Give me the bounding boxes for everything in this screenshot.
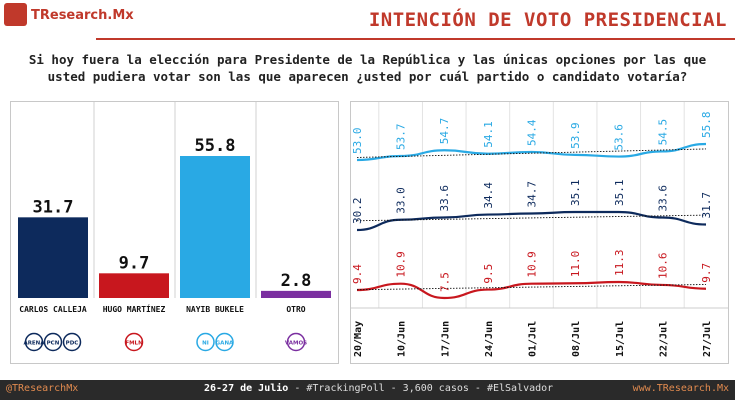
tracking-line-chart: 53.0 53.7 54.7 54.1 54.4 53.9 53.6 54.5 55.8 30.2… [351, 102, 728, 357]
data-label-martinez: 10.6 [656, 252, 669, 279]
trendline-bukele [356, 148, 707, 158]
bar-bukele [180, 156, 250, 298]
data-label-bukele: 54.1 [482, 121, 495, 148]
trendline-calleja [356, 214, 707, 222]
footer-details: - #TrackingPoll - 3,600 casos - #ElSalva… [288, 383, 554, 394]
brand-logo-icon [4, 3, 27, 26]
bar-category-label: HUGO MARTÍNEZ [103, 303, 166, 314]
data-label-bukele: 53.6 [613, 124, 626, 151]
footer-twitter: @TResearchMx [6, 383, 79, 394]
data-label-martinez: 7.5 [438, 272, 451, 292]
data-label-calleja: 33.6 [656, 185, 669, 212]
question-line-1: Si hoy fuera la elección para Presidente… [28, 52, 707, 67]
data-label-martinez: 11.3 [613, 250, 626, 277]
party-logo-label: PDC [66, 341, 79, 347]
data-label-bukele: 54.4 [526, 119, 539, 146]
party-logo-label: VAMOS [285, 341, 307, 347]
data-label-calleja: 35.1 [613, 180, 626, 207]
x-tick-label: 08/Jul [571, 321, 582, 357]
party-logo-icon [196, 332, 215, 352]
bar-category-label: CARLOS CALLEJA [19, 305, 87, 314]
footer-bar: @TResearchMx 26-27 de Julio - #TrackingP… [0, 380, 735, 400]
data-label-martinez: 11.0 [569, 251, 582, 278]
data-label-martinez: 10.9 [526, 251, 539, 278]
x-tick-label: 10/Jun [397, 321, 408, 357]
party-logo-label: PCN [47, 341, 60, 347]
data-label-bukele: 54.7 [438, 118, 451, 144]
data-label-calleja: 35.1 [569, 180, 582, 207]
data-label-calleja: 31.7 [700, 192, 713, 219]
bar-chart-panel: 31.7 CARLOS CALLEJA ARENA PCN PDC 9.7 HUGO MAR… [10, 101, 339, 364]
data-label-bukele: 53.7 [395, 124, 408, 151]
party-logo-icon [215, 332, 234, 352]
series-line-calleja [356, 210, 707, 232]
trendline-martinez [356, 284, 707, 291]
party-logo-icon [124, 332, 144, 352]
data-label-calleja: 33.0 [395, 187, 408, 214]
bar-otro [261, 290, 331, 298]
bar-category-label: OTRO [286, 305, 305, 314]
bar-value-label: 31.7 [33, 197, 74, 217]
bar-value-label: 9.7 [119, 253, 150, 273]
x-tick-label: 24/Jun [484, 321, 495, 357]
survey-question: Si hoy fuera la elección para Presidente… [10, 51, 725, 85]
x-tick-label: 22/Jul [658, 321, 669, 357]
bar-value-label: 55.8 [195, 136, 236, 156]
data-label-bukele: 53.9 [569, 122, 582, 149]
brand-name: TResearch.Mx [31, 8, 134, 23]
x-tick-label: 15/Jul [615, 321, 626, 357]
bar-chart: 31.7 CARLOS CALLEJA ARENA PCN PDC 9.7 HUGO MAR… [18, 102, 331, 352]
question-line-2: usted pudiera votar son las que aparecen… [47, 69, 688, 84]
data-label-martinez: 9.4 [351, 264, 364, 284]
data-label-calleja: 34.4 [482, 182, 495, 209]
data-label-bukele: 55.8 [700, 112, 713, 139]
party-logo-icon [43, 332, 63, 352]
party-logo-icon [24, 332, 44, 352]
tracking-chart-panel: 53.0 53.7 54.7 54.1 54.4 53.9 53.6 54.5 55.8 30.2… [350, 101, 729, 364]
page-title: INTENCIÓN DE VOTO PRESIDENCIAL [368, 9, 727, 31]
party-logo-label: ARENA [23, 341, 45, 347]
bar-calleja [18, 217, 88, 298]
footer-info: 26-27 de Julio - #TrackingPoll - 3,600 c… [204, 383, 553, 394]
series-line-martinez [356, 280, 707, 300]
data-label-martinez: 9.7 [700, 263, 713, 283]
x-tick-label: 17/Jun [440, 321, 451, 357]
party-logo-icon [62, 332, 82, 352]
x-tick-label: 01/Jul [528, 321, 539, 357]
x-tick-label: 20/May [353, 321, 364, 357]
party-logo-label: NI [202, 341, 209, 347]
data-label-martinez: 9.5 [482, 264, 495, 284]
footer-date: 26-27 de Julio [204, 383, 289, 394]
party-logo-label: GANA [216, 341, 234, 347]
party-logo-icon [286, 332, 306, 352]
footer-website: www.TResearch.Mx [632, 383, 729, 394]
bar-category-label: NAYIB BUKELE [186, 305, 244, 314]
data-label-calleja: 33.6 [438, 185, 451, 212]
bar-martinez [99, 273, 169, 298]
data-label-bukele: 54.5 [656, 119, 669, 146]
series-line-bukele [356, 142, 707, 162]
party-logo-label: FMLN [125, 341, 143, 347]
bar-value-label: 2.8 [281, 271, 312, 291]
title-rule [96, 38, 735, 40]
data-label-calleja: 30.2 [351, 198, 364, 225]
x-tick-label: 27/Jul [702, 321, 713, 357]
data-label-bukele: 53.0 [351, 128, 364, 155]
data-label-martinez: 10.9 [395, 251, 408, 278]
data-label-calleja: 34.7 [526, 181, 539, 208]
